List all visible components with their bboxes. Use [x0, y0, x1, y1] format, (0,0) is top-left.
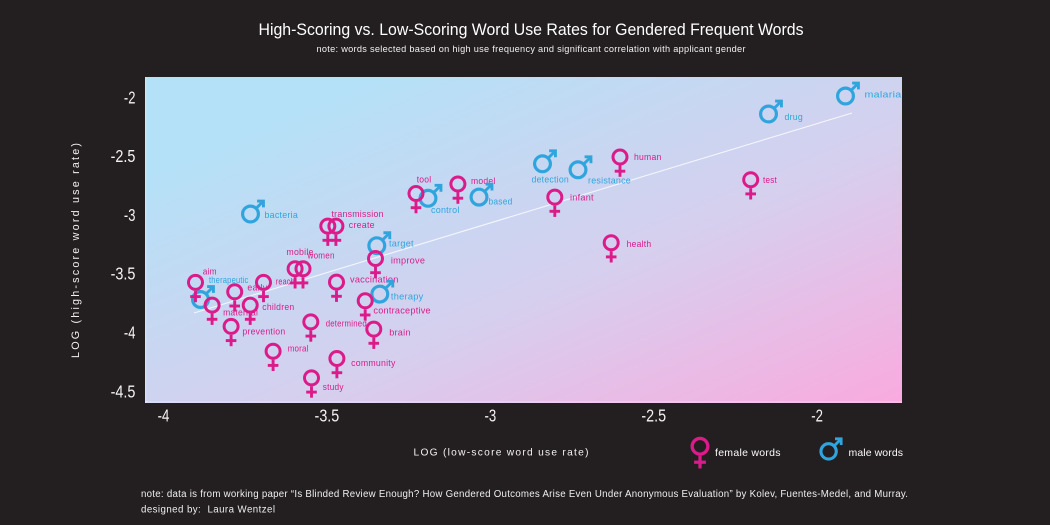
svg-text:-2.5: -2.5 — [111, 146, 136, 166]
svg-text:-4.5: -4.5 — [111, 381, 136, 401]
svg-text:control: control — [431, 205, 460, 215]
svg-text:female words: female words — [715, 447, 781, 459]
svg-text:model: model — [471, 176, 496, 186]
svg-text:High-Scoring vs. Low-Scoring W: High-Scoring vs. Low-Scoring Word Use Ra… — [259, 20, 804, 39]
svg-text:tool: tool — [417, 175, 432, 185]
svg-text:transmission: transmission — [332, 209, 384, 219]
svg-text:resistance: resistance — [588, 175, 631, 185]
svg-text:-3.5: -3.5 — [111, 264, 136, 284]
svg-text:-4: -4 — [124, 323, 136, 343]
svg-text:vaccination: vaccination — [350, 275, 399, 285]
svg-text:study: study — [323, 382, 344, 392]
svg-text:children: children — [262, 302, 294, 312]
svg-text:detection: detection — [532, 175, 570, 185]
svg-text:-2: -2 — [124, 87, 136, 107]
svg-text:-3: -3 — [124, 205, 136, 225]
svg-text:LOG (low-score word use rate): LOG (low-score word use rate) — [414, 447, 589, 458]
svg-text:test: test — [763, 175, 777, 185]
svg-text:brain: brain — [389, 327, 411, 337]
svg-text:prevention: prevention — [242, 326, 285, 336]
svg-text:contraceptive: contraceptive — [373, 305, 431, 315]
svg-text:-2: -2 — [811, 406, 823, 426]
svg-text:human: human — [634, 152, 662, 162]
svg-text:male words: male words — [849, 447, 904, 459]
svg-text:-4: -4 — [158, 406, 170, 426]
svg-text:community: community — [351, 358, 396, 368]
svg-text:note: data is from working pap: note: data is from working paper “Is Bli… — [141, 489, 908, 500]
svg-text:infant: infant — [570, 192, 594, 202]
svg-text:malaria: malaria — [865, 90, 903, 100]
svg-text:determined: determined — [326, 318, 367, 328]
svg-text:designed by: Laura Wentzel: designed by: Laura Wentzel — [141, 505, 275, 516]
svg-text:target: target — [389, 238, 414, 248]
svg-text:moral: moral — [288, 343, 309, 353]
svg-text:mobile: mobile — [286, 247, 313, 257]
svg-text:LOG (high-score word use rate): LOG (high-score word use rate) — [70, 143, 82, 358]
svg-text:create: create — [349, 220, 375, 230]
svg-text:maternal: maternal — [223, 307, 258, 317]
svg-text:-2.5: -2.5 — [641, 406, 666, 426]
svg-text:health: health — [627, 239, 652, 249]
svg-text:based: based — [489, 197, 513, 207]
svg-text:reach: reach — [276, 276, 295, 286]
svg-text:improve: improve — [391, 255, 425, 265]
svg-text:women: women — [307, 251, 335, 261]
svg-text:drug: drug — [785, 112, 804, 122]
svg-text:bacteria: bacteria — [265, 210, 299, 220]
svg-text:therapy: therapy — [391, 291, 424, 301]
svg-text:-3: -3 — [484, 406, 496, 426]
svg-text:therapeutic: therapeutic — [209, 275, 249, 285]
svg-text:aim: aim — [203, 267, 217, 277]
svg-text:note: words selected based on: note: words selected based on high use f… — [317, 44, 746, 54]
svg-text:-3.5: -3.5 — [315, 406, 340, 426]
